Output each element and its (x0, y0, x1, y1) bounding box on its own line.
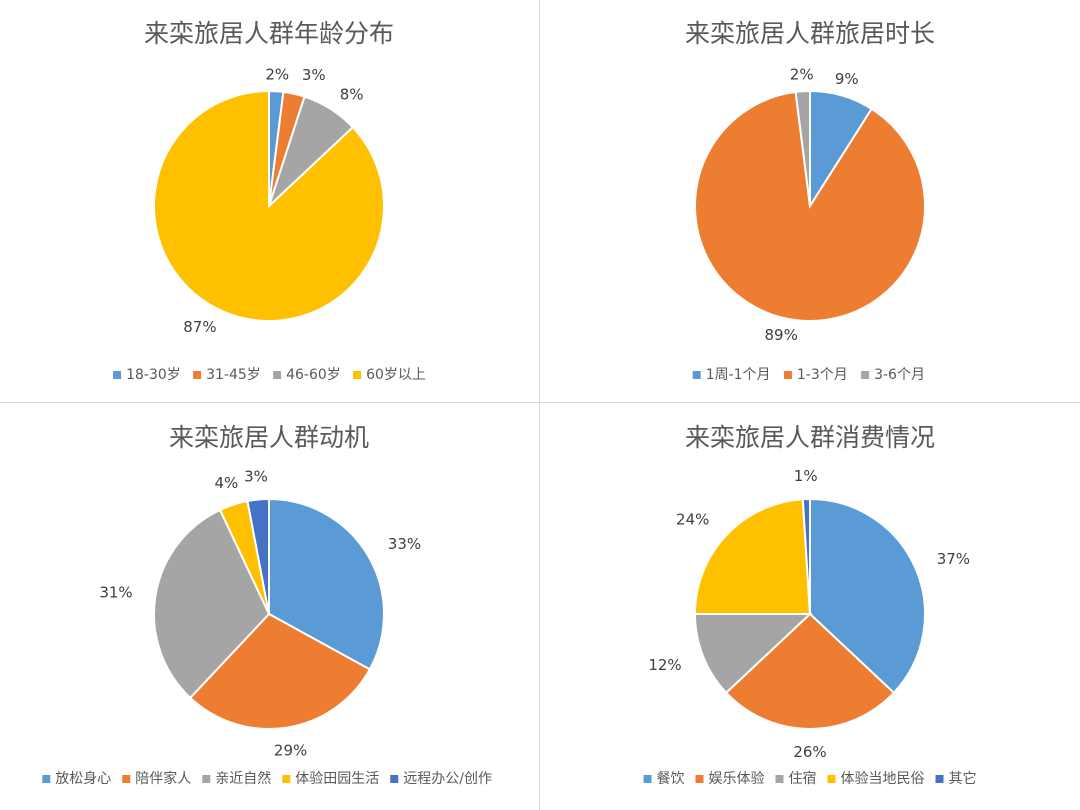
pie-slice-5 (246, 497, 270, 615)
legend: 餐饮 娱乐体验 住宿 体验当地民俗 其它 (643, 770, 977, 787)
legend-swatch (390, 775, 399, 783)
legend-label: 餐饮 (657, 771, 685, 787)
legend-swatch (282, 775, 291, 783)
legend-item-3: 46-60岁 (273, 367, 341, 383)
chart-title: 来栾旅居人群年龄分布 (144, 19, 394, 48)
legend-label: 体验田园生活 (295, 771, 379, 787)
data-label-3: 8% (340, 86, 364, 104)
legend-swatch (193, 371, 202, 379)
age-distribution-svg: 来栾旅居人群年龄分布 2% 3% 8% 87% 18-30岁 31-45岁 46-60岁 60岁… (113, 19, 426, 383)
legend-item-5: 其它 (935, 770, 977, 787)
pie-slice-5 (801, 497, 811, 615)
pie-slice-4 (693, 498, 812, 615)
legend-item-3: 住宿 (775, 770, 817, 787)
pie-slice-3 (693, 613, 813, 695)
legend-item-1: 餐饮 (643, 771, 685, 787)
legend-swatch (861, 371, 870, 379)
legend-item-4: 体验当地民俗 (827, 771, 925, 787)
spending-chart: 来栾旅居人群消费情况 37% 26% 12% 24% 1% 餐饮 娱乐体验 住宿 体验当地民俗 其它 (545, 408, 1076, 806)
legend-label: 住宿 (789, 770, 817, 787)
legend-label: 3-6个月 (874, 367, 925, 383)
pie-slice-3 (153, 508, 271, 700)
legend-swatch (122, 775, 131, 783)
chart-title: 来栾旅居人群动机 (169, 423, 369, 452)
legend-item-4: 体验田园生活 (282, 771, 379, 787)
legend-swatch (113, 371, 122, 379)
pie-slice-2 (724, 612, 896, 730)
legend-label: 31-45岁 (206, 367, 261, 383)
legend-swatch (692, 371, 701, 379)
legend-swatch (935, 775, 944, 783)
pie-slice-2 (694, 90, 927, 322)
legend-item-1: 放松身心 (42, 771, 111, 787)
legend-label: 18-30岁 (126, 367, 181, 383)
legend: 18-30岁 31-45岁 46-60岁 60岁以上 (113, 367, 426, 383)
legend-item-1: 18-30岁 (113, 367, 181, 383)
legend-label: 远程办公/创作 (403, 771, 492, 787)
data-label-2: 26% (793, 743, 826, 761)
legend-label: 体验当地民俗 (841, 771, 925, 787)
pie-slice-3 (794, 89, 811, 207)
legend-swatch (783, 371, 792, 379)
data-label-5: 1% (794, 467, 818, 485)
data-label-2: 3% (302, 66, 326, 84)
data-label-3: 12% (648, 656, 681, 674)
pie-slice-1 (809, 497, 926, 695)
legend-item-2: 娱乐体验 (695, 771, 765, 787)
data-label-1: 33% (388, 535, 421, 553)
legend-label: 陪伴家人 (135, 770, 191, 787)
motivation-chart: 来栾旅居人群动机 33% 29% 31% 4% 3% 放松身心 陪伴家人 亲近自然 体验田园生活 远… (4, 408, 535, 806)
data-label-2: 29% (274, 741, 307, 759)
legend-label: 1周-1个月 (706, 367, 771, 383)
data-label-1: 37% (937, 550, 970, 568)
age-distribution-chart: 来栾旅居人群年龄分布 2% 3% 8% 87% 18-30岁 31-45岁 46-60岁 60岁… (4, 4, 535, 402)
legend-label: 娱乐体验 (709, 771, 765, 787)
data-label-1: 9% (835, 70, 859, 88)
legend-swatch (775, 775, 784, 783)
legend-item-3: 亲近自然 (202, 770, 271, 787)
data-label-4: 24% (676, 511, 709, 529)
vertical-divider (539, 0, 540, 810)
legend-label: 60岁以上 (366, 367, 426, 383)
legend: 1周-1个月 1-3个月 3-6个月 (692, 367, 925, 383)
data-label-4: 87% (183, 318, 216, 336)
legend-swatch (202, 775, 211, 783)
pie-slice-2 (188, 612, 372, 730)
stay-duration-chart: 来栾旅居人群旅居时长 9% 89% 2% 1周-1个月 1-3个月 3-6个月 (545, 4, 1076, 402)
legend-label: 46-60岁 (286, 367, 341, 383)
stay-duration-svg: 来栾旅居人群旅居时长 9% 89% 2% 1周-1个月 1-3个月 3-6个月 (685, 19, 935, 383)
legend-swatch (353, 371, 362, 379)
legend-swatch (643, 775, 652, 783)
legend-item-4: 60岁以上 (353, 367, 426, 383)
legend-item-2: 陪伴家人 (122, 770, 191, 787)
legend-swatch (695, 775, 704, 783)
pie-slice-1 (268, 497, 385, 671)
chart-title: 来栾旅居人群消费情况 (685, 423, 935, 452)
data-label-5: 3% (244, 468, 268, 486)
legend-item-2: 31-45岁 (193, 367, 261, 383)
data-label-1: 2% (265, 65, 289, 83)
legend-item-3: 3-6个月 (861, 367, 925, 383)
spending-svg: 来栾旅居人群消费情况 37% 26% 12% 24% 1% 餐饮 娱乐体验 住宿 体验当地民俗 其它 (643, 423, 977, 787)
legend-item-5: 远程办公/创作 (390, 771, 492, 787)
legend-label: 亲近自然 (215, 770, 271, 787)
motivation-svg: 来栾旅居人群动机 33% 29% 31% 4% 3% 放松身心 陪伴家人 亲近自然 体验田园生活 远… (42, 423, 492, 787)
pie-slice-4 (153, 89, 385, 322)
legend-label: 其它 (949, 770, 977, 787)
legend-item-1: 1周-1个月 (692, 367, 771, 383)
legend-label: 放松身心 (55, 771, 111, 787)
data-label-2: 89% (765, 326, 798, 344)
legend-swatch (273, 371, 282, 379)
legend-label: 1-3个月 (797, 367, 848, 383)
legend-swatch (42, 775, 51, 783)
data-label-4: 4% (215, 474, 239, 492)
chart-title: 来栾旅居人群旅居时长 (685, 19, 935, 48)
data-label-3: 31% (99, 583, 132, 601)
data-label-3: 2% (790, 65, 814, 83)
legend: 放松身心 陪伴家人 亲近自然 体验田园生活 远程办公/创作 (42, 770, 492, 787)
legend-swatch (827, 775, 836, 783)
horizontal-divider (0, 402, 1080, 403)
legend-item-2: 1-3个月 (783, 367, 848, 383)
